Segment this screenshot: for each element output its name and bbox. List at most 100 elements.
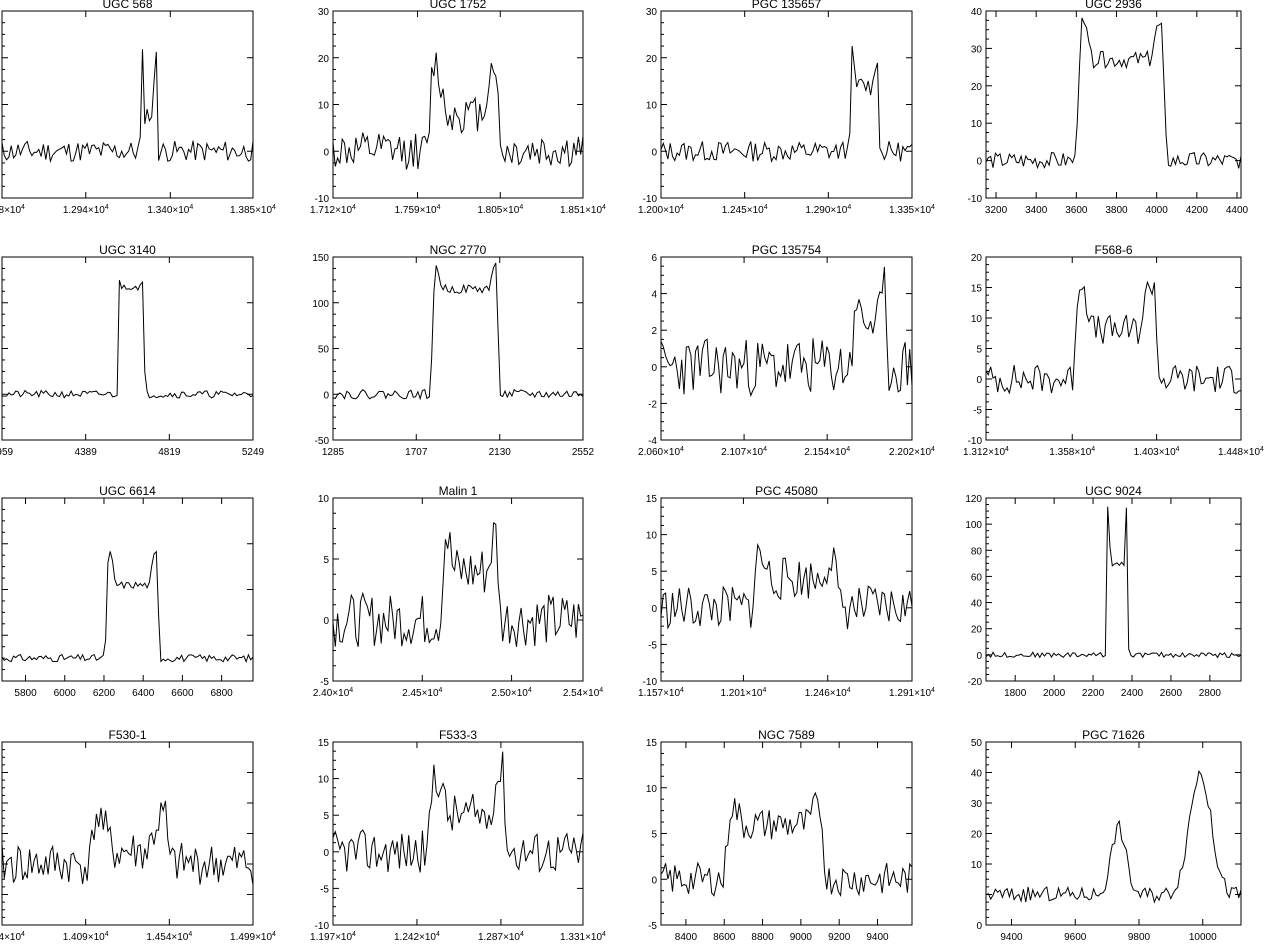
x-tick-label: 6600: [171, 688, 194, 699]
y-tick-label: 5: [651, 830, 657, 841]
y-tick-label: 50: [971, 738, 983, 749]
panel-title: PGC 135754: [752, 243, 822, 257]
x-tick-label: 1.712×104: [310, 204, 356, 216]
y-tick-label: 5: [323, 811, 329, 822]
spectrum-line: [1, 279, 254, 399]
plot-frame: [660, 256, 913, 441]
y-tick-label: 20: [646, 54, 658, 65]
spectrum-line: [332, 52, 584, 170]
y-tick-label: 120: [965, 494, 982, 505]
x-tick-label: 1707: [405, 447, 428, 458]
panel-title: NGC 2770: [430, 243, 487, 257]
x-tick-label: 4819: [158, 447, 181, 458]
x-tick-label: 4389: [75, 447, 98, 458]
x-tick-label: 1.385×104: [230, 204, 276, 216]
spectrum-line: [660, 45, 913, 163]
x-tick-label: 1.201×104: [720, 687, 766, 699]
x-tick-label: 1.246×104: [805, 687, 851, 699]
y-tick-label: 0: [976, 375, 982, 386]
panel-ugc-3140: UGC 3140 3959 4389 4819 5249: [0, 243, 265, 458]
plot-frame: [985, 741, 1242, 926]
x-tick-label: 9400: [866, 932, 889, 943]
panel-ngc-2770: NGC 2770 -50 0 50 100 150 1285 1707 2130 2552: [312, 243, 594, 458]
spectrum-line: [1, 550, 254, 664]
panel-pgc-135657: PGC 135657 -10 0 10 20 30 1.200×104 1.245×104 1.…: [638, 0, 935, 216]
x-tick-label: 1.248×104: [0, 204, 25, 216]
x-tick-label: 8400: [675, 932, 698, 943]
x-tick-label: 2130: [489, 447, 512, 458]
y-tick-label: 0: [651, 604, 657, 615]
spectrum-line: [332, 751, 584, 873]
panel-ngc-7589: NGC 7589 -5 0 5 10 15 8400 8600 8800 9000 9200 9400: [646, 728, 913, 943]
y-tick-label: -10: [968, 436, 983, 447]
spectrum-line: [660, 542, 913, 630]
y-tick-label: 20: [971, 625, 983, 636]
plot-frame: [332, 497, 584, 682]
x-tick-label: 1.335×104: [889, 204, 935, 216]
spectrum-line: [1, 49, 254, 164]
spectrum-line: [985, 17, 1242, 170]
y-tick-label: 80: [971, 546, 983, 557]
x-tick-label: 3800: [1105, 205, 1128, 216]
x-tick-label: 1.287×104: [478, 931, 524, 943]
y-tick-label: -4: [648, 436, 657, 447]
plot-frame: [332, 256, 584, 441]
spectrum-line: [332, 262, 584, 401]
x-tick-label: 1800: [1004, 688, 1027, 699]
y-tick-label: -20: [968, 677, 983, 688]
panel-title: PGC 71626: [1082, 728, 1145, 742]
x-tick-label: 2600: [1160, 688, 1183, 699]
spectrum-line: [985, 506, 1242, 659]
spectrum-line: [332, 522, 584, 647]
panel-title: F568-6: [1094, 243, 1132, 257]
y-tick-label: -2: [648, 399, 657, 410]
panel-title: PGC 135657: [752, 0, 822, 11]
panel-f530-1: F530-1 1.364×104 1.409×104 1.454×104 1.499×1…: [0, 728, 276, 943]
y-tick-label: 10: [318, 101, 330, 112]
y-tick-label: 15: [971, 284, 983, 295]
panel-ugc-568: UGC 568 1.248×104 1.294×104 1.340×104 1.385×…: [0, 0, 276, 216]
y-tick-label: 4: [651, 290, 657, 301]
x-tick-label: 1.157×104: [638, 687, 684, 699]
x-tick-label: 1.454×104: [146, 931, 192, 943]
plot-frame: [1, 10, 254, 199]
x-tick-label: 1.200×104: [638, 204, 684, 216]
panel-ugc-9024: UGC 9024 -20 0 20 40 60 80 100 120 1800 2000 2200 24…: [965, 484, 1242, 699]
y-tick-label: 10: [318, 494, 330, 505]
spectrum-line: [1, 800, 254, 886]
y-tick-label: -10: [643, 677, 658, 688]
panel-malin-1: Malin 1 -5 0 5 10 2.40×104 2.45×104 2.50×104 2.5…: [313, 484, 603, 699]
x-tick-label: 2800: [1199, 688, 1222, 699]
spectrum-line: [985, 280, 1242, 395]
y-tick-label: 15: [646, 494, 658, 505]
panel-title: NGC 7589: [758, 728, 815, 742]
y-tick-label: 6: [651, 253, 657, 264]
panel-title: UGC 9024: [1085, 484, 1142, 498]
y-tick-label: -5: [648, 640, 657, 651]
y-tick-label: 150: [312, 253, 329, 264]
panel-title: UGC 1752: [430, 0, 487, 11]
y-tick-label: 0: [323, 390, 329, 401]
plot-frame: [332, 10, 584, 199]
y-tick-label: 50: [318, 345, 330, 356]
panel-pgc-135754: PGC 135754 -4 -2 0 2 4 6 2.060×104 2.107×104 2.15…: [638, 243, 935, 458]
y-tick-label: 30: [971, 799, 983, 810]
panel-title: F530-1: [108, 728, 146, 742]
x-tick-label: 9200: [828, 932, 851, 943]
y-tick-label: 10: [971, 860, 983, 871]
x-tick-label: 1.331×104: [560, 931, 606, 943]
plot-frame: [332, 741, 584, 926]
x-tick-label: 1.759×104: [395, 204, 441, 216]
y-tick-label: 0: [323, 848, 329, 859]
y-tick-label: -5: [648, 921, 657, 932]
y-tick-label: 5: [323, 555, 329, 566]
x-tick-label: 6400: [132, 688, 155, 699]
plot-frame: [660, 741, 913, 926]
panel-title: UGC 3140: [99, 243, 156, 257]
x-tick-label: 1.242×104: [394, 931, 440, 943]
x-tick-label: 1.403×104: [1134, 446, 1180, 458]
x-tick-label: 9400: [1000, 932, 1023, 943]
panel-title: F533-3: [439, 728, 477, 742]
y-tick-label: 5: [651, 567, 657, 578]
x-tick-label: 9800: [1128, 932, 1151, 943]
